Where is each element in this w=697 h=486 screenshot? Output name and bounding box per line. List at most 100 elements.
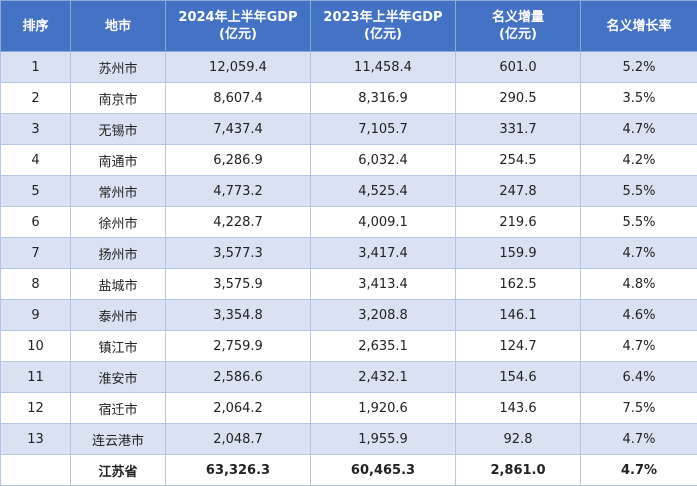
cell: 无锡市: [70, 113, 166, 145]
header-text: 2023年上半年GDP: [323, 10, 443, 25]
cell: 4.8%: [580, 268, 697, 300]
cell: 124.7: [455, 330, 581, 362]
cell: 7,437.4: [165, 113, 311, 145]
total-row: 江苏省 63,326.3 60,465.3 2,861.0 4.7%: [0, 454, 697, 486]
cell: 247.8: [455, 175, 581, 207]
cell: 2: [0, 82, 71, 114]
cell: 7: [0, 237, 71, 269]
cell: 3: [0, 113, 71, 145]
cell: 镇江市: [70, 330, 166, 362]
cell: 6,032.4: [310, 144, 456, 176]
cell: 6: [0, 206, 71, 238]
cell: 1: [0, 51, 71, 83]
header-text: (亿元): [364, 27, 402, 42]
cell: 3,354.8: [165, 299, 311, 331]
cell: 9: [0, 299, 71, 331]
header-cell: 2024年上半年GDP (亿元): [165, 0, 311, 52]
cell: 4.7%: [580, 423, 697, 455]
cell: 2,432.1: [310, 361, 456, 393]
cell: 3,577.3: [165, 237, 311, 269]
cell: 1,920.6: [310, 392, 456, 424]
header-cell: 排序: [0, 0, 71, 52]
cell: 4,525.4: [310, 175, 456, 207]
data-row: 10 镇江市 2,759.9 2,635.1 124.7 4.7%: [0, 330, 697, 362]
data-row: 13 连云港市 2,048.7 1,955.9 92.8 4.7%: [0, 423, 697, 455]
cell: 146.1: [455, 299, 581, 331]
data-row: 2 南京市 8,607.4 8,316.9 290.5 3.5%: [0, 82, 697, 114]
cell: 4.7%: [580, 237, 697, 269]
cell: 淮安市: [70, 361, 166, 393]
cell: 徐州市: [70, 206, 166, 238]
cell: 2,048.7: [165, 423, 311, 455]
cell: 6,286.9: [165, 144, 311, 176]
cell: 3,208.8: [310, 299, 456, 331]
cell: 2,635.1: [310, 330, 456, 362]
cell: 扬州市: [70, 237, 166, 269]
cell: 159.9: [455, 237, 581, 269]
total-cell: 江苏省: [70, 454, 166, 486]
cell: 4.6%: [580, 299, 697, 331]
cell: 2,064.2: [165, 392, 311, 424]
cell: 8: [0, 268, 71, 300]
cell: 7,105.7: [310, 113, 456, 145]
total-cell: 60,465.3: [310, 454, 456, 486]
cell: 154.6: [455, 361, 581, 393]
cell: 13: [0, 423, 71, 455]
total-cell: 4.7%: [580, 454, 697, 486]
cell: 4.7%: [580, 330, 697, 362]
data-row: 5 常州市 4,773.2 4,525.4 247.8 5.5%: [0, 175, 697, 207]
cell: 92.8: [455, 423, 581, 455]
header-text: 名义增量: [491, 10, 544, 25]
cell: 11: [0, 361, 71, 393]
header-text: (亿元): [219, 27, 257, 42]
cell: 5.2%: [580, 51, 697, 83]
header-cell: 名义增长率: [580, 0, 697, 52]
cell: 苏州市: [70, 51, 166, 83]
cell: 3,575.9: [165, 268, 311, 300]
cell: 3.5%: [580, 82, 697, 114]
header-text: 排序: [22, 18, 49, 34]
cell: 1,955.9: [310, 423, 456, 455]
cell: 盐城市: [70, 268, 166, 300]
data-row: 11 淮安市 2,586.6 2,432.1 154.6 6.4%: [0, 361, 697, 393]
data-row: 9 泰州市 3,354.8 3,208.8 146.1 4.6%: [0, 299, 697, 331]
cell: [0, 454, 71, 486]
data-row: 6 徐州市 4,228.7 4,009.1 219.6 5.5%: [0, 206, 697, 238]
data-row: 1 苏州市 12,059.4 11,458.4 601.0 5.2%: [0, 51, 697, 83]
cell: 4.7%: [580, 113, 697, 145]
data-row: 8 盐城市 3,575.9 3,413.4 162.5 4.8%: [0, 268, 697, 300]
cell: 常州市: [70, 175, 166, 207]
cell: 12,059.4: [165, 51, 311, 83]
header-text: (亿元): [499, 27, 537, 42]
cell: 泰州市: [70, 299, 166, 331]
cell: 8,316.9: [310, 82, 456, 114]
cell: 290.5: [455, 82, 581, 114]
header-cell: 地市: [70, 0, 166, 52]
cell: 11,458.4: [310, 51, 456, 83]
total-cell: 63,326.3: [165, 454, 311, 486]
cell: 宿迁市: [70, 392, 166, 424]
cell: 6.4%: [580, 361, 697, 393]
cell: 3,417.4: [310, 237, 456, 269]
data-row: 3 无锡市 7,437.4 7,105.7 331.7 4.7%: [0, 113, 697, 145]
cell: 4,228.7: [165, 206, 311, 238]
header-text: 2024年上半年GDP: [178, 10, 298, 25]
header-cell: 2023年上半年GDP (亿元): [310, 0, 456, 52]
cell: 5.5%: [580, 206, 697, 238]
cell: 4.2%: [580, 144, 697, 176]
cell: 南京市: [70, 82, 166, 114]
cell: 4: [0, 144, 71, 176]
cell: 219.6: [455, 206, 581, 238]
cell: 8,607.4: [165, 82, 311, 114]
header-cell: 名义增量 (亿元): [455, 0, 581, 52]
cell: 南通市: [70, 144, 166, 176]
cell: 3,413.4: [310, 268, 456, 300]
cell: 254.5: [455, 144, 581, 176]
cell: 331.7: [455, 113, 581, 145]
cell: 143.6: [455, 392, 581, 424]
cell: 601.0: [455, 51, 581, 83]
data-row: 7 扬州市 3,577.3 3,417.4 159.9 4.7%: [0, 237, 697, 269]
cell: 2,586.6: [165, 361, 311, 393]
cell: 4,773.2: [165, 175, 311, 207]
